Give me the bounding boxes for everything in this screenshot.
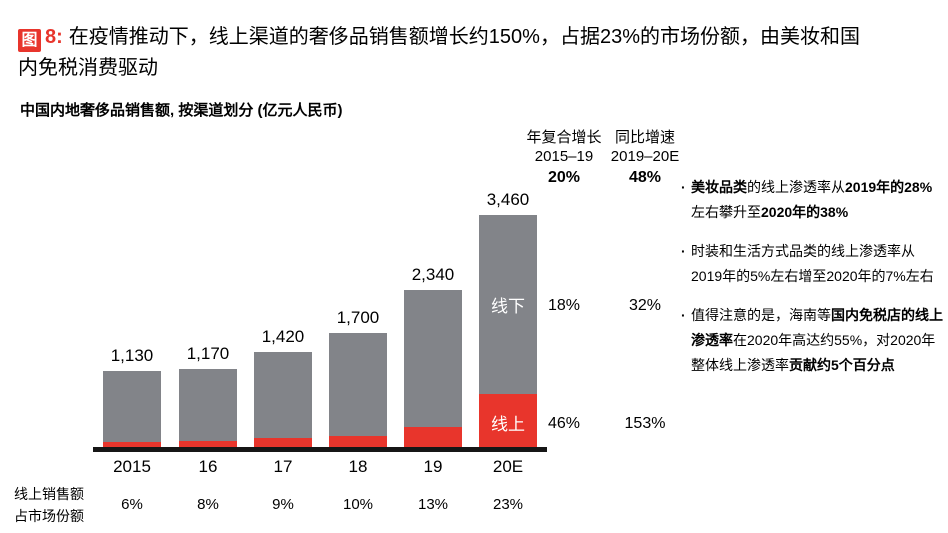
growth-column-period: 2019–20E: [610, 148, 680, 165]
online-share-value: 13%: [417, 496, 449, 513]
bullet-text: 时装和生活方式品类的线上渗透率从2019年的5%左右增至2020年的7%左右: [691, 243, 934, 284]
bar-offline-segment: [254, 352, 312, 438]
growth-value: 18%: [547, 297, 581, 314]
bullet-dot: ·: [681, 307, 686, 323]
bar-total-label: 1,420: [261, 327, 305, 346]
bar-online-segment: [479, 394, 537, 447]
figure-label-box: 图: [18, 29, 41, 52]
x-axis-line: [93, 447, 547, 452]
bar-offline-segment: [479, 215, 537, 394]
bar-total-label: 2,340: [411, 265, 455, 284]
online-share-value: 6%: [121, 496, 143, 513]
insight-bullet: · 时装和生活方式品类的线上渗透率从2019年的5%左右增至2020年的7%左右: [681, 239, 946, 289]
insight-bullet: · 美妆品类的线上渗透率从2019年的28%左右攀升至2020年的38%: [681, 175, 946, 225]
bar-total-label: 1,130: [110, 346, 154, 365]
share-row-label-line1: 线上销售额: [14, 486, 84, 502]
growth-value: 153%: [624, 415, 666, 432]
growth-value: 46%: [547, 415, 581, 432]
chart-subtitle: 中国内地奢侈品销售额, 按渠道划分 (亿元人民币): [20, 102, 343, 119]
share-row-label: 线上销售额 占市场份额: [14, 483, 84, 527]
bar-offline-segment: [329, 333, 387, 436]
bar-total-label: 1,170: [186, 344, 230, 363]
legend-label-offline: 线下: [491, 297, 525, 316]
bullet-text: 值得注意的是，海南等国内免税店的线上渗透率在2020年高达约55%，对2020年…: [691, 307, 943, 373]
bar-online-segment: [329, 436, 387, 447]
x-axis-label: 18: [348, 457, 368, 476]
bar-total-label: 1,700: [336, 308, 380, 327]
growth-column-title: 同比增速: [614, 129, 675, 146]
x-axis-label: 2015: [113, 457, 151, 476]
growth-value: 32%: [628, 297, 662, 314]
bar-online-segment: [179, 441, 237, 447]
x-axis-label: 20E: [492, 457, 524, 476]
growth-column-title: 年复合增长: [526, 129, 602, 146]
legend-label-online: 线上: [491, 415, 525, 434]
x-axis-label: 19: [423, 457, 443, 476]
bullet-text: 美妆品类的线上渗透率从2019年的28%左右攀升至2020年的38%: [691, 179, 933, 220]
figure-title: 图 8: 在疫情推动下，线上渠道的奢侈品销售额增长约150%，占据23%的市场份额，…: [18, 22, 863, 84]
online-share-value: 23%: [492, 496, 524, 513]
online-share-value: 9%: [272, 496, 294, 513]
online-share-value: 8%: [197, 496, 219, 513]
bar-total-label: 3,460: [486, 190, 530, 209]
growth-value: 48%: [628, 169, 662, 186]
share-row-label-line2: 占市场份额: [14, 508, 84, 524]
growth-column-period: 2015–19: [534, 148, 594, 165]
x-axis-label: 16: [198, 457, 218, 476]
bar-offline-segment: [404, 290, 462, 427]
x-axis-label: 17: [273, 457, 293, 476]
figure-title-text: 在疫情推动下，线上渠道的奢侈品销售额增长约150%，占据23%的市场份额，由美妆…: [18, 26, 860, 79]
bar-online-segment: [404, 427, 462, 447]
bar-offline-segment: [103, 371, 161, 442]
bullet-dot: ·: [681, 243, 686, 259]
figure-label-number: 8:: [45, 26, 63, 48]
growth-value: 20%: [547, 169, 581, 186]
bar-online-segment: [103, 442, 161, 447]
insight-bullet: · 值得注意的是，海南等国内免税店的线上渗透率在2020年高达约55%，对2020…: [681, 303, 946, 378]
insight-bullet-list: · 美妆品类的线上渗透率从2019年的28%左右攀升至2020年的38% · 时装和生…: [681, 175, 946, 392]
bullet-dot: ·: [681, 179, 686, 195]
bar-online-segment: [254, 438, 312, 447]
online-share-value: 10%: [342, 496, 374, 513]
bar-offline-segment: [179, 369, 237, 441]
